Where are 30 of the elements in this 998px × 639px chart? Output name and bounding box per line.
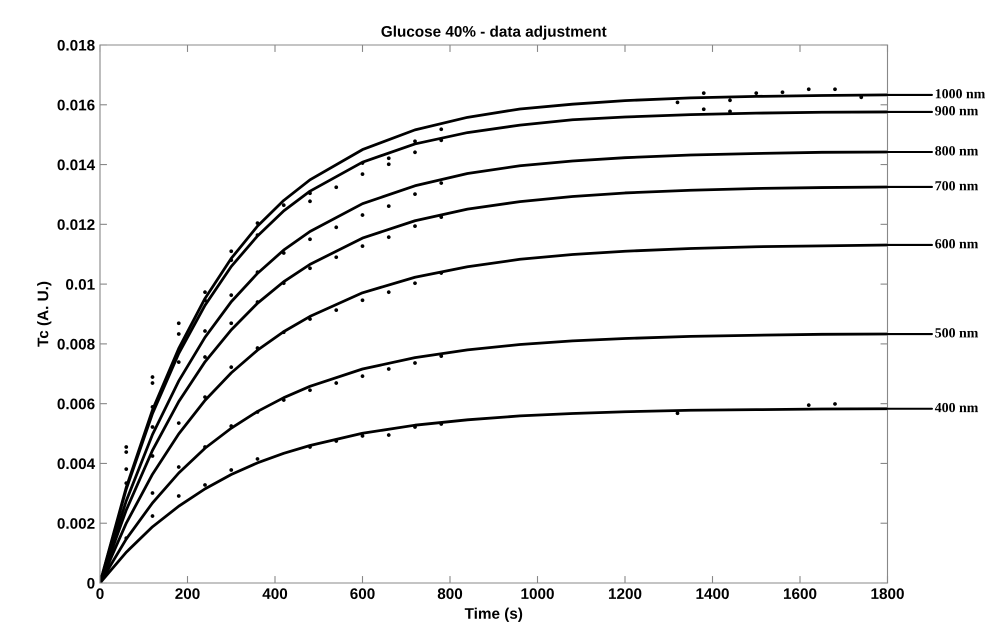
x-tick-label: 1000 [521, 588, 554, 600]
y-axis-title: Tc (A. U.) [37, 282, 52, 347]
legend-label: 500 nm [935, 328, 978, 338]
x-axis-title: Time (s) [464, 608, 522, 622]
legend-label: 600 nm [935, 239, 978, 248]
legend-label: 400 nm [934, 402, 978, 412]
y-tick-label: 0.008 [58, 338, 95, 350]
legend-label: 900 nm [935, 106, 978, 116]
y-tick-label: 0.006 [58, 398, 95, 410]
x-tick-label: 0 [96, 588, 104, 600]
legend-label: 1000 nm [936, 89, 986, 98]
x-tick-label: 200 [175, 588, 200, 600]
x-tick-label: 1800 [871, 588, 904, 600]
y-tick-label: 0.004 [58, 458, 96, 470]
x-tick-label: 800 [438, 588, 462, 600]
legend-label: 700 nm [936, 181, 978, 190]
y-tick-label: 0.002 [58, 518, 95, 529]
legend-label: 800 nm [935, 146, 978, 156]
y-tick-label: 0 [87, 578, 95, 589]
y-tick-label: 0.016 [58, 100, 95, 110]
y-tick-label: 0.018 [58, 40, 95, 51]
y-tick-label: 0.012 [58, 219, 95, 230]
x-tick-label: 1400 [696, 588, 729, 600]
y-tick-label: 0.014 [58, 159, 96, 170]
x-tick-label: 400 [262, 588, 288, 600]
x-tick-label: 1200 [608, 588, 642, 600]
x-tick-label: 600 [350, 588, 375, 600]
chart-title: Glucose 40% - data adjustment [381, 26, 606, 40]
x-tick-label: 1600 [784, 588, 816, 600]
y-tick-label: 0.01 [66, 278, 95, 290]
